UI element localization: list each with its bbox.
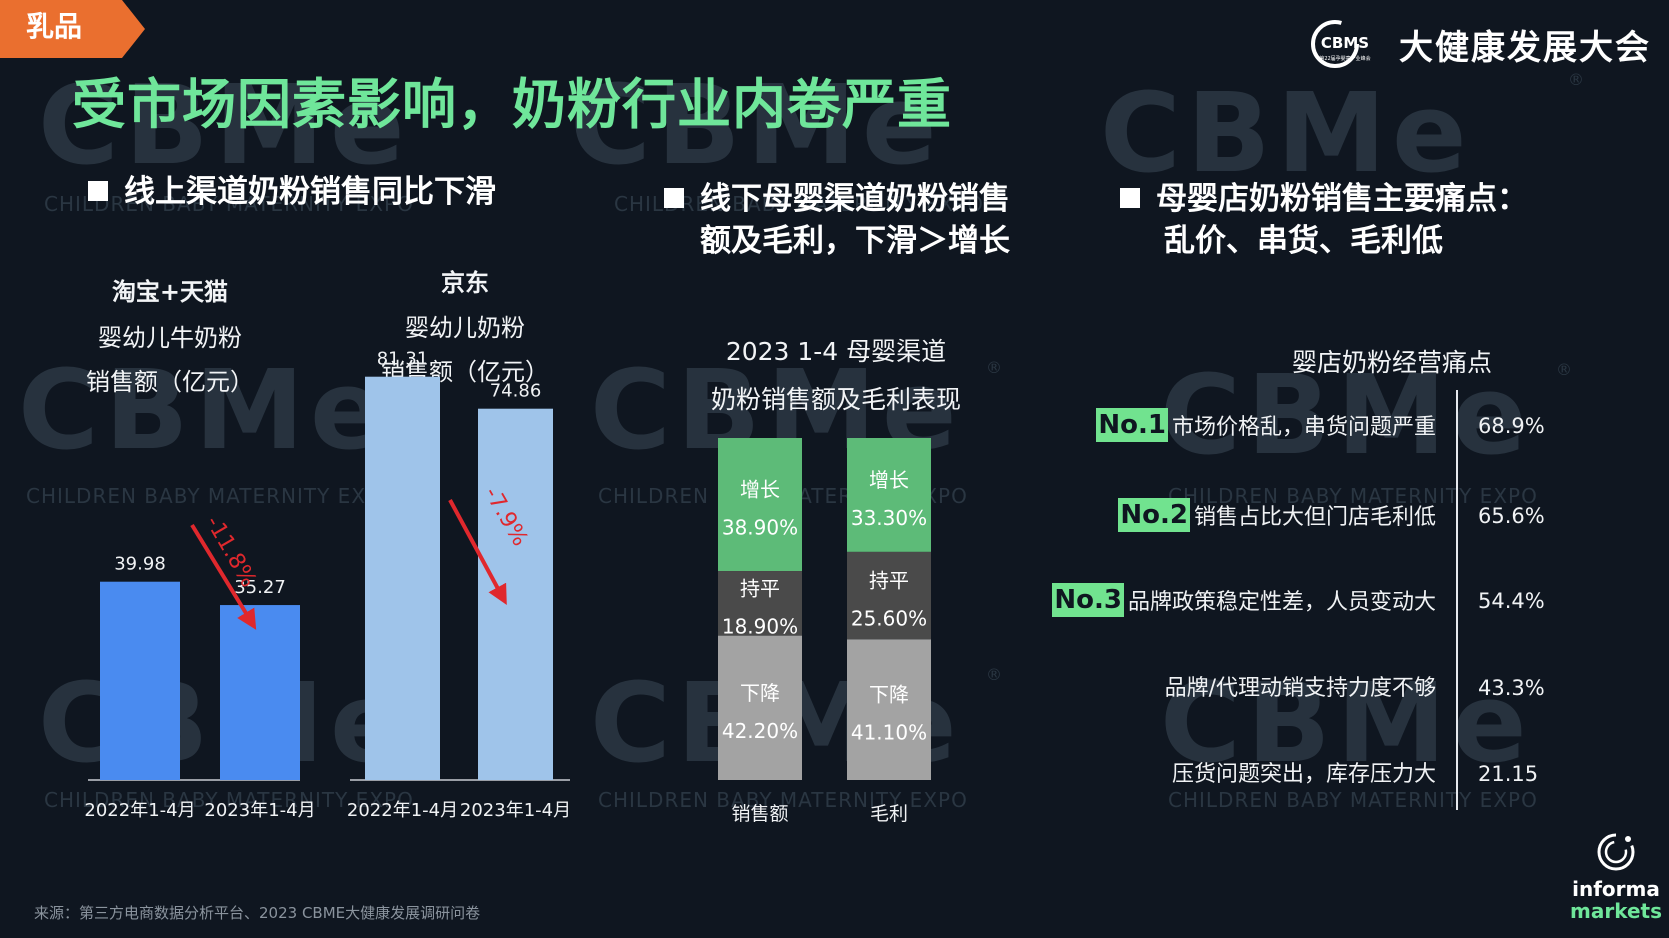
pain-point-label: 品牌/代理动销支持力度不够 [1164,676,1436,701]
brand-name: 大健康发展大会 [1399,27,1651,68]
channel-segment-value: 38.90% [722,516,798,540]
channel-segment-decline [718,635,802,780]
pain-point-label: 销售占比大但门店毛利低 [1193,505,1436,530]
tmall-category-label: 2022年1-4月 [84,800,195,821]
jd-bar-value: 74.86 [490,381,542,402]
jd-category-label: 2022年1-4月 [347,800,458,821]
section1-heading: 线上渠道奶粉销售同比下滑 [88,171,496,213]
jd-chart-subtitle: 婴幼儿奶粉 [405,314,525,342]
rank-badge: No.1 [1096,408,1168,442]
channel-segment-name: 增长 [869,468,909,492]
pain-point-row: No.1 市场价格乱，串货问题严重 [1096,408,1436,442]
category-tag: 乳品 [0,0,145,58]
tmall-category-label: 2023年1-4月 [204,800,315,821]
bullet-square-icon [88,180,108,201]
channel-segment-value: 25.60% [851,607,927,631]
cbms-logo-subtext: 第22届孕婴童产业峰会 [1319,55,1370,62]
channel-chart-title-line2: 奶粉销售额及毛利表现 [710,385,961,414]
channel-segment-name: 下降 [869,683,909,707]
tmall-bar [220,605,300,780]
channel-category-label: 销售额 [731,803,788,825]
jd-bar [365,376,440,780]
pain-point-row: No.3 品牌政策稳定性差，人员变动大 [1052,583,1436,617]
pain-point-row: No.2 销售占比大但门店毛利低 [1118,498,1436,532]
jd-bar [478,408,553,780]
channel-segment-flat [847,551,931,640]
informa-logo-line1: informa [1572,877,1660,901]
pain-divider [1456,390,1458,810]
channel-segment-name: 持平 [869,569,909,593]
pain-chart-title: 婴店奶粉经营痛点 [1291,348,1492,377]
channel-segment-flat [718,571,802,636]
pain-point-value: 54.4% [1478,589,1545,613]
tmall-decline-arrow [190,523,257,630]
tmall-chart-unit: 销售额（亿元） [86,368,254,396]
source-note: 来源：第三方电商数据分析平台、2023 CBME大健康发展调研问卷 [34,904,481,922]
channel-segment-value: 18.90% [722,614,798,638]
bullet-square-icon [1120,187,1140,208]
pain-point-label: 市场价格乱，串货问题严重 [1171,415,1436,440]
channel-segment-name: 增长 [740,478,780,502]
pain-point-value: 21.15 [1478,762,1539,786]
channel-segment-name: 下降 [740,681,780,705]
pain-point-value: 43.3% [1478,676,1545,700]
informa-logo-line2: markets [1570,899,1662,923]
channel-chart-title-line1: 2023 1-4 母婴渠道 [725,337,947,366]
channel-segment-growth [718,438,802,572]
section2-heading: 线下母婴渠道奶粉销售 额及毛利，下滑＞增长 [664,178,1010,262]
tmall-bar-value: 39.98 [114,554,166,575]
cbms-logo-text: CBMS [1321,34,1369,52]
jd-category-label: 2023年1-4月 [460,800,571,821]
rank-badge: No.2 [1118,498,1190,532]
channel-segment-name: 持平 [740,576,780,600]
channel-segment-value: 42.20% [722,719,798,743]
pain-point-row: 品牌/代理动销支持力度不够 [1165,670,1436,702]
pain-point-value: 65.6% [1478,504,1545,528]
tmall-bar [100,581,180,780]
section2-heading-line1: 线下母婴渠道奶粉销售 [700,181,1010,217]
jd-bar-value: 81.31 [377,349,429,370]
brand-header: CBMS 第22届孕婴童产业峰会 大健康发展大会 [1305,16,1651,72]
section1-heading-text: 线上渠道奶粉销售同比下滑 [124,174,496,210]
rank-badge: No.3 [1052,583,1124,617]
section3-heading-line2: 乱价、串货、毛利低 [1164,223,1443,259]
channel-category-label: 毛利 [870,803,908,825]
channel-segment-value: 33.30% [851,506,927,530]
tmall-bar-value: 35.27 [234,577,286,598]
section3-heading-line1: 母婴店奶粉销售主要痛点： [1156,181,1528,217]
pain-point-row: 压货问题突出，库存压力大 [1172,756,1436,788]
channel-segment-growth [847,438,931,552]
pain-point-value: 68.9% [1478,414,1545,438]
informa-logo: informa markets [1566,830,1666,922]
channel-segment-decline [847,639,931,780]
informa-logo-icon [1597,833,1635,871]
tmall-chart-title: 淘宝+天猫 [111,278,229,306]
page-title: 受市场因素影响，奶粉行业内卷严重 [72,73,952,136]
jd-decline-arrow [448,499,507,606]
pain-point-label: 品牌政策稳定性差，人员变动大 [1127,590,1436,615]
pain-point-label: 压货问题突出，库存压力大 [1171,762,1436,787]
cbms-logo-mark: CBMS 第22届孕婴童产业峰会 [1311,20,1371,68]
jd-chart-title: 京东 [441,269,489,297]
section3-heading: 母婴店奶粉销售主要痛点： 乱价、串货、毛利低 [1120,178,1528,262]
channel-segment-value: 41.10% [851,721,927,745]
bullet-square-icon [664,187,684,208]
cbms-logo: CBMS 第22届孕婴童产业峰会 [1305,18,1385,70]
tmall-chart-subtitle: 婴幼儿牛奶粉 [98,324,242,352]
section2-heading-line2: 额及毛利，下滑＞增长 [700,223,1010,259]
